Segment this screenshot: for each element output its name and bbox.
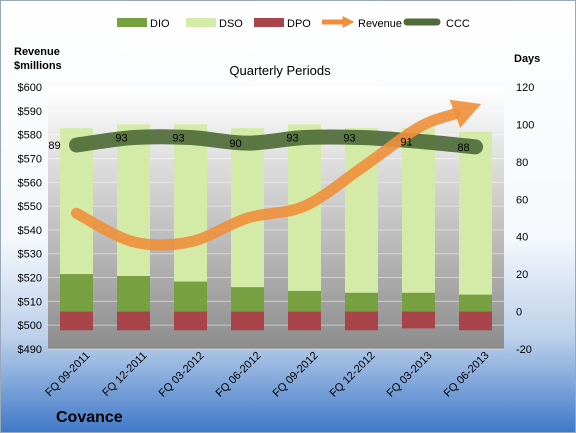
left-tick-label: $580 [18,130,42,142]
bar-dio-fq-03-2012 [174,281,207,312]
lines [69,99,483,251]
left-axis-ticks: $490 $500 $510 $520 $530 $540 $550 $560 $570 $580… [18,82,42,356]
bar-dso-fq-06-2013 [459,131,492,295]
right-tick-label: 0 [516,307,522,319]
legend-swatch-dso [186,18,216,27]
left-tick-label: $560 [18,177,42,189]
bar-dpo-fq-12-2011 [117,311,150,331]
left-tick-label: $600 [18,82,42,94]
left-tick-label: $490 [18,344,42,356]
ccc-label-fq-09-2011: 89 [48,140,60,152]
ccc-label-fq-09-2012: 93 [286,133,298,145]
left-tick-label: $550 [18,201,42,213]
bar-dpo-fq-09-2012 [288,311,321,331]
company-name: Covance [56,409,123,426]
line-revenue [71,108,461,251]
right-tick-label: 100 [516,119,534,131]
right-tick-label: 80 [516,157,528,169]
right-axis-ticks: -20 0 20 40 60 80 100 120 [516,82,534,356]
ccc-label-fq-03-2013: 91 [400,136,412,148]
legend-label-dpo: DPO [287,18,311,30]
bar-dpo-fq-03-2012 [174,311,207,331]
bar-dio-fq-09-2011 [60,274,93,312]
bar-dpo-fq-06-2012 [231,311,264,331]
left-tick-label: $530 [18,249,42,261]
ccc-data-labels: 89 93 93 90 93 93 91 88 [48,133,469,154]
bar-dpo-fq-06-2013 [459,311,492,331]
left-tick-label: $590 [18,106,42,118]
legend-label-dso: DSO [219,18,243,30]
revenue-arrowhead [449,99,482,128]
right-tick-label: 60 [516,194,528,206]
left-tick-label: $500 [18,320,42,332]
ccc-label-fq-03-2012: 93 [172,133,184,145]
legend-label-revenue: Revenue [358,18,402,30]
bar-dio-fq-06-2012 [231,287,264,312]
bar-dio-fq-03-2013 [402,292,435,312]
bar-dso-fq-03-2012 [174,124,207,282]
line-ccc [69,129,483,155]
ccc-label-fq-06-2013: 88 [457,142,469,154]
legend-label-ccc: CCC [446,18,470,30]
left-axis-title-line2: $millions [14,60,62,72]
left-tick-label: $540 [18,225,42,237]
left-axis-title-line1: Revenue [14,46,60,58]
bar-dio-fq-06-2013 [459,294,492,312]
left-tick-label: $510 [18,296,42,308]
right-tick-label: 40 [516,232,528,244]
right-tick-label: 20 [516,269,528,281]
bar-dio-fq-12-2011 [117,276,150,312]
legend-label-dio: DIO [150,18,170,30]
ccc-label-fq-06-2012: 90 [229,138,241,150]
bar-dso-fq-06-2012 [231,128,264,288]
bar-dso-fq-03-2013 [402,128,435,293]
bar-dpo-fq-03-2013 [402,311,435,329]
chart-subtitle: Quarterly Periods [229,63,331,78]
bar-dso-fq-12-2012 [345,128,378,293]
right-axis-title: Days [514,53,540,65]
bar-dio-fq-12-2012 [345,292,378,312]
legend-swatch-dpo [254,18,284,27]
bar-dpo-fq-12-2012 [345,311,378,331]
bar-dso-fq-12-2011 [117,124,150,277]
left-tick-label: $520 [18,273,42,285]
right-tick-label: -20 [516,344,532,356]
legend-swatch-dio [117,18,147,27]
ccc-label-fq-12-2011: 93 [115,133,127,145]
bar-dpo-fq-09-2011 [60,311,93,331]
left-tick-label: $570 [18,153,42,165]
legend: DIO DSO DPO Revenue CCC [117,15,470,30]
bar-dio-fq-09-2012 [288,290,321,312]
ccc-label-fq-12-2012: 93 [343,133,355,145]
right-tick-label: 120 [516,82,534,94]
